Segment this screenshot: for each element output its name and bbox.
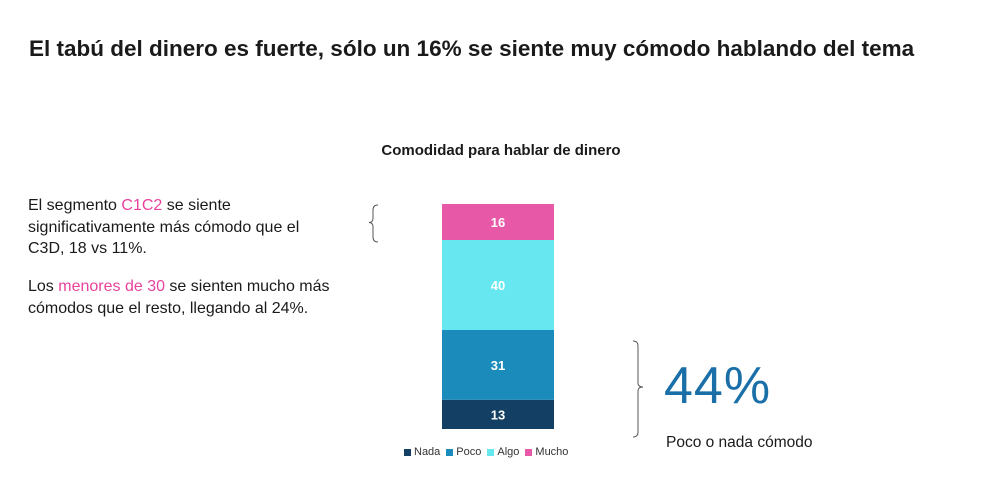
legend-label: Mucho [535,446,569,458]
poco-nada-brace [632,340,644,438]
bar-segment-mucho [442,204,554,240]
data-label-mucho: 16 [491,215,505,230]
note-text: El segmento [28,197,122,214]
legend-item-algo: Algo [487,446,519,458]
bar-segment-algo [442,240,554,330]
stacked-bar: 13 31 40 16 [442,204,554,429]
note-highlight: C1C2 [121,197,163,214]
legend-swatch [446,448,454,456]
data-label-algo: 40 [491,278,505,293]
page-title: El tabú del dinero es fuerte, sólo un 16… [29,36,915,61]
data-label-poco: 31 [491,358,505,373]
legend-item-poco: Poco [446,446,481,458]
legend-swatch [525,448,533,456]
chart-title: Comodidad para hablar de dinero [381,142,621,159]
legend-item-nada: Nada [404,446,440,458]
callout-percentage: 44% [664,357,772,415]
insight-note-menores-30: Los menores de 30 se sienten mucho más c… [28,276,338,319]
chart-legend: Nada Poco Algo Mucho [404,446,568,458]
insight-note-c1c2: El segmento C1C2 se siente significativa… [28,195,338,260]
note-text: se siente significativamente más cómodo … [28,197,300,257]
legend-label: Poco [456,446,482,458]
note-text: Los [28,278,59,295]
legend-swatch [404,448,411,456]
bar-segment-poco [442,330,554,400]
data-label-nada: 13 [491,407,505,422]
legend-label: Algo [497,446,520,458]
legend-item-mucho: Mucho [525,446,568,458]
mucho-brace [368,204,379,243]
callout-label: Poco o nada cómodo [666,434,813,451]
legend-swatch [487,448,495,456]
note-text: se sienten mucho más cómodos que el rest… [28,278,330,317]
bar-segment-nada [442,399,554,429]
legend-label: Nada [414,446,441,458]
note-highlight: menores de 30 [58,278,165,295]
